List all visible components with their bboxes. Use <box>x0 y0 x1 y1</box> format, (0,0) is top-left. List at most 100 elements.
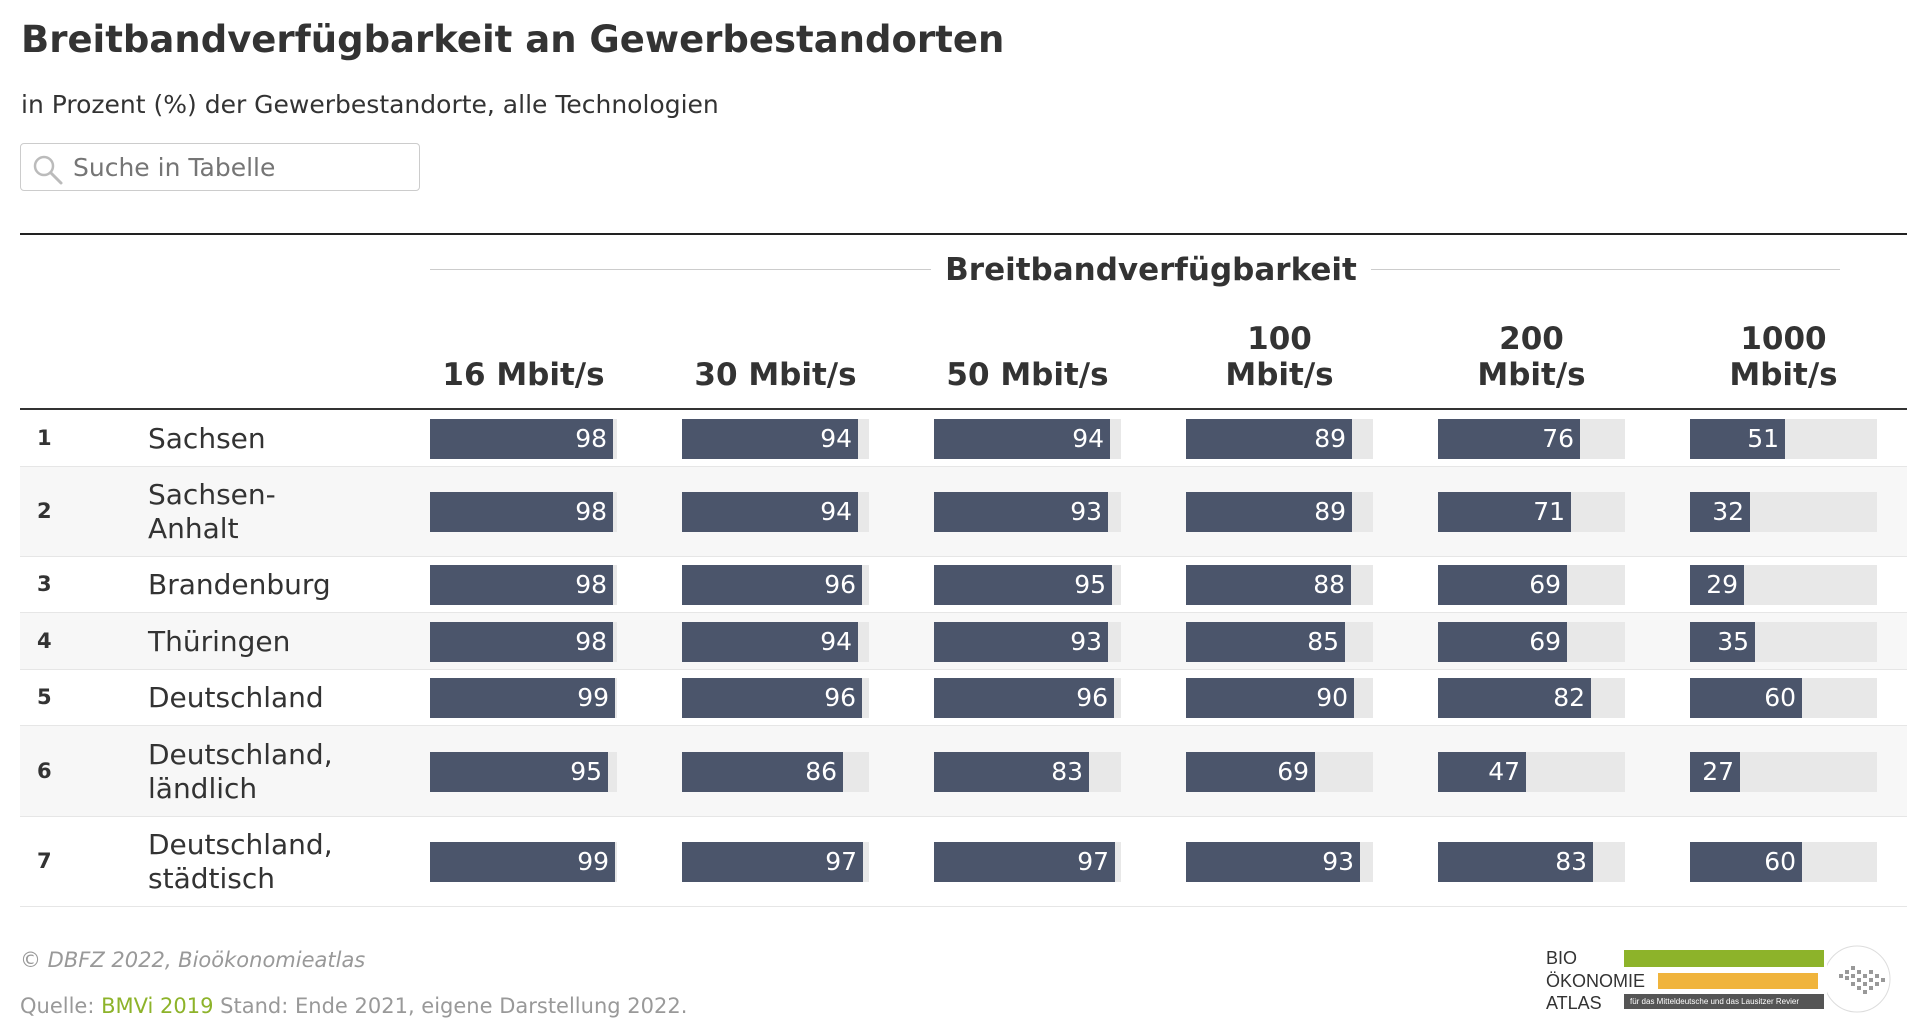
bar-value-label: 95 <box>570 756 602 786</box>
bar-track: 86 <box>682 751 869 792</box>
column-header[interactable]: 16 Mbit/s <box>430 318 617 393</box>
column-header-line: 50 Mbit/s <box>946 357 1109 393</box>
bar-value-label: 94 <box>820 423 852 453</box>
bar-track: 32 <box>1690 492 1877 532</box>
bar <box>1186 842 1360 882</box>
bar <box>430 751 608 792</box>
bar-track: 27 <box>1690 751 1877 792</box>
bar <box>934 751 1089 792</box>
bar <box>1186 565 1351 605</box>
bar-track: 47 <box>1438 751 1625 792</box>
bar-value-label: 69 <box>1529 626 1561 656</box>
bar-value-label: 96 <box>824 570 856 599</box>
bar-track: 97 <box>934 842 1121 882</box>
bar <box>1690 678 1802 718</box>
column-header-text: 16 Mbit/s <box>442 357 604 393</box>
bar-value-label: 97 <box>825 847 857 876</box>
column-header[interactable]: 100 Mbit/s <box>1186 318 1373 393</box>
bar <box>1438 621 1567 662</box>
row-name: Deutschland, ländlich <box>148 738 368 806</box>
search-input[interactable] <box>73 146 403 188</box>
row-rank: 7 <box>37 849 52 873</box>
row-rank: 1 <box>37 425 52 450</box>
logo-word-oekonomie: ÖKONOMIE <box>1546 971 1646 991</box>
bar-value-label: 99 <box>577 683 609 712</box>
bar-value-label: 29 <box>1706 570 1738 599</box>
bar <box>1690 751 1740 792</box>
table-header-rule <box>20 408 1907 410</box>
search-icon <box>33 155 63 185</box>
bar-value-label: 98 <box>575 570 607 599</box>
column-header[interactable]: 1000 Mbit/s <box>1690 318 1877 393</box>
logo-word-bio: BIO <box>1546 948 1578 968</box>
bar <box>682 842 863 882</box>
bar-value-label: 47 <box>1488 756 1520 786</box>
bar-value-label: 94 <box>1072 423 1104 453</box>
bar-track: 88 <box>1186 565 1373 605</box>
column-header-line: 200 <box>1499 321 1564 357</box>
bar <box>430 418 613 459</box>
bar <box>1690 565 1744 605</box>
bar <box>934 565 1112 605</box>
column-group-line-right <box>1370 269 1840 270</box>
row-name-line: Anhalt <box>148 512 239 545</box>
bar-track: 95 <box>430 751 617 792</box>
row-name-line: Thüringen <box>148 624 291 658</box>
bar <box>1186 492 1352 532</box>
bar <box>1690 418 1785 459</box>
table-row: 7 Deutschland, städtisch 99 97 97 93 83 60 <box>20 817 1907 907</box>
bar-track: 69 <box>1438 621 1625 662</box>
bar-track: 99 <box>430 842 617 882</box>
bar-value-label: 69 <box>1529 570 1561 599</box>
bar-value-label: 93 <box>1070 626 1102 656</box>
source-link[interactable]: BMVi 2019 <box>101 994 214 1018</box>
bar <box>682 678 862 718</box>
row-name-line: Sachsen <box>148 421 266 455</box>
column-header[interactable]: 50 Mbit/s <box>934 318 1121 393</box>
bar-value-label: 95 <box>1074 570 1106 599</box>
bar-value-label: 94 <box>820 626 852 656</box>
bar-track: 71 <box>1438 492 1625 532</box>
bar-track: 35 <box>1690 621 1877 662</box>
table-search[interactable] <box>20 143 420 191</box>
bar <box>934 678 1114 718</box>
row-rank: 2 <box>37 499 52 523</box>
bar <box>430 842 615 882</box>
bar-value-label: 32 <box>1712 497 1744 526</box>
bar-value-label: 71 <box>1533 497 1565 526</box>
bar-value-label: 69 <box>1277 756 1309 786</box>
table-row: 5 Deutschland 99 96 96 90 82 60 <box>20 670 1907 726</box>
bar-track: 98 <box>430 492 617 532</box>
row-rank: 6 <box>37 758 52 783</box>
bar-track: 93 <box>934 492 1121 532</box>
row-name-line: Deutschland <box>148 681 324 714</box>
column-header[interactable]: 200 Mbit/s <box>1438 318 1625 393</box>
bar-value-label: 98 <box>575 497 607 526</box>
bar-track: 99 <box>430 678 617 718</box>
bar-track: 94 <box>682 418 869 459</box>
bar-value-label: 90 <box>1316 683 1348 712</box>
bar-track: 29 <box>1690 565 1877 605</box>
column-header-text: 50 Mbit/s <box>946 357 1108 393</box>
bar <box>1438 751 1526 792</box>
bar <box>1186 418 1352 459</box>
credit-text: © DBFZ 2022, Bioökonomieatlas <box>20 948 366 972</box>
bar-track: 96 <box>682 678 869 718</box>
bar <box>682 621 858 662</box>
row-rank: 4 <box>37 628 52 653</box>
source-suffix: Stand: Ende 2021, eigene Darstellung 202… <box>213 994 688 1018</box>
bar-value-label: 93 <box>1322 847 1354 876</box>
bar-track: 69 <box>1438 565 1625 605</box>
column-header-line: 100 <box>1247 321 1312 357</box>
table-row: 3 Brandenburg 98 96 95 88 69 29 <box>20 557 1907 613</box>
bar <box>430 565 613 605</box>
bar-track: 94 <box>682 492 869 532</box>
column-header[interactable]: 30 Mbit/s <box>682 318 869 393</box>
bar <box>1438 842 1593 882</box>
bar-track: 94 <box>682 621 869 662</box>
bar-value-label: 96 <box>1076 683 1108 712</box>
bar-track: 51 <box>1690 418 1877 459</box>
bar-value-label: 88 <box>1313 570 1345 599</box>
column-group-line <box>430 269 932 270</box>
bar-track: 85 <box>1186 621 1373 662</box>
